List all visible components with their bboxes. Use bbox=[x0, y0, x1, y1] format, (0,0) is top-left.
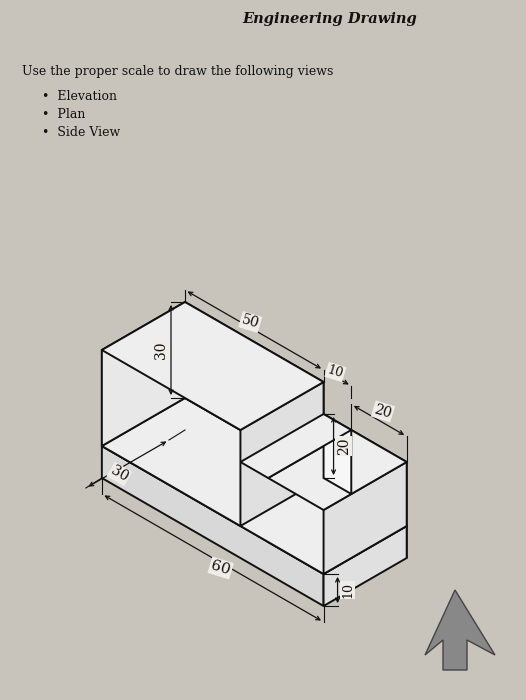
Text: •  Plan: • Plan bbox=[42, 108, 85, 121]
Polygon shape bbox=[323, 414, 351, 494]
Polygon shape bbox=[102, 398, 407, 574]
Text: Engineering Drawing: Engineering Drawing bbox=[242, 12, 417, 26]
Polygon shape bbox=[351, 430, 407, 526]
Text: •  Elevation: • Elevation bbox=[42, 90, 117, 103]
Polygon shape bbox=[102, 350, 240, 526]
Text: 10: 10 bbox=[341, 582, 354, 598]
Polygon shape bbox=[268, 430, 407, 510]
Text: 60: 60 bbox=[209, 559, 232, 578]
Polygon shape bbox=[102, 302, 323, 430]
Polygon shape bbox=[323, 462, 407, 574]
Text: 20: 20 bbox=[372, 402, 393, 421]
Text: •  Side View: • Side View bbox=[42, 126, 120, 139]
Polygon shape bbox=[102, 302, 185, 446]
Polygon shape bbox=[240, 382, 323, 526]
Text: 30: 30 bbox=[154, 342, 168, 358]
Text: 30: 30 bbox=[108, 463, 130, 484]
Text: Use the proper scale to draw the following views: Use the proper scale to draw the followi… bbox=[22, 65, 333, 78]
Polygon shape bbox=[323, 526, 407, 606]
Polygon shape bbox=[102, 446, 323, 606]
Polygon shape bbox=[185, 302, 323, 478]
Text: 10: 10 bbox=[326, 363, 345, 381]
Polygon shape bbox=[185, 398, 407, 558]
Polygon shape bbox=[268, 478, 323, 574]
Polygon shape bbox=[425, 590, 495, 670]
Text: 20: 20 bbox=[337, 438, 350, 455]
Text: 50: 50 bbox=[240, 313, 261, 331]
Polygon shape bbox=[240, 414, 351, 478]
